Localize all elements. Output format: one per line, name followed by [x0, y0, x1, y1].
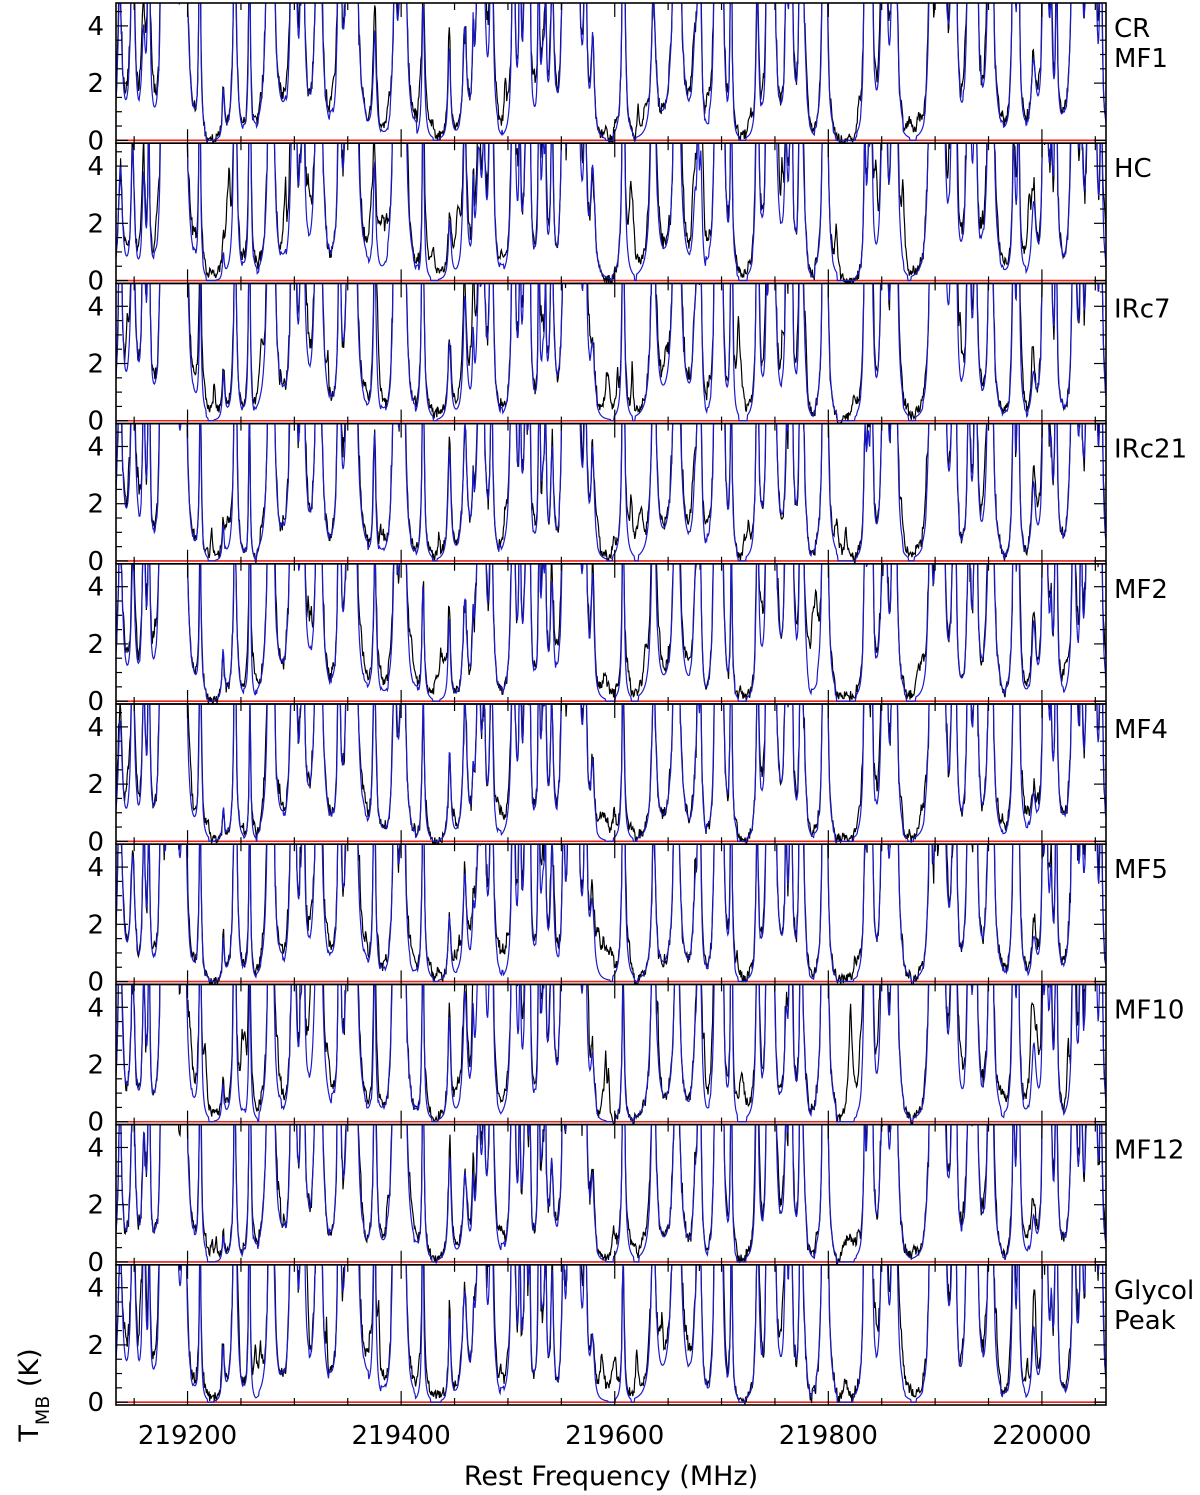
- panel-label: Glycol Peak: [1114, 1276, 1194, 1336]
- model-spectrum-line: [116, 984, 1106, 1123]
- panel-label: HC: [1114, 154, 1152, 184]
- y-tick-label: 4: [87, 573, 104, 603]
- panel-label: MF5: [1114, 855, 1168, 885]
- panel-label-line: MF2: [1114, 575, 1168, 605]
- spectrum-panel: 0 2 4 MF2: [87, 562, 1168, 717]
- y-axis-label-subscript: MB: [32, 1396, 54, 1425]
- panel-label: MF10: [1114, 995, 1184, 1025]
- y-tick-label: 0: [87, 827, 104, 857]
- panel-label-line: MF4: [1114, 715, 1168, 745]
- spectrum-panel: 0 2 4 Glycol Peak: [87, 1264, 1194, 1418]
- observed-spectrum-line: [116, 1264, 1106, 1405]
- observed-spectrum-line: [116, 3, 1106, 144]
- panel-label-line: IRc7: [1114, 294, 1171, 324]
- panel-label: MF4: [1114, 715, 1168, 745]
- y-tick-label: 4: [87, 1133, 104, 1163]
- y-tick-label: 2: [87, 1191, 104, 1221]
- model-spectrum-line: [116, 704, 1106, 842]
- y-tick-label: 0: [87, 267, 104, 297]
- y-tick-label: 4: [87, 12, 104, 42]
- spectrum-panel: 0 2 4 IRc7: [87, 282, 1171, 437]
- observed-spectrum-line: [116, 984, 1106, 1125]
- y-tick-label: 2: [87, 350, 104, 380]
- y-tick-label: 2: [87, 630, 104, 660]
- y-tick-label: 0: [87, 968, 104, 998]
- spectrum-panel: 0 2 4 MF10: [87, 983, 1184, 1138]
- panel-label-line: IRc21: [1114, 435, 1187, 465]
- observed-spectrum-line: [116, 844, 1106, 985]
- x-tick-label: 220000: [992, 1421, 1091, 1451]
- y-axis-label-main: T: [14, 1425, 45, 1443]
- model-spectrum-line: [116, 563, 1106, 702]
- model-spectrum-line: [116, 1264, 1106, 1403]
- x-tick-label: 219200: [138, 1421, 237, 1451]
- model-spectrum-line: [116, 423, 1106, 562]
- observed-spectrum-line: [116, 143, 1106, 284]
- panel-frame: [115, 1264, 1107, 1406]
- panel-label-line: Glycol: [1114, 1276, 1194, 1306]
- panel-label: IRc21: [1114, 435, 1187, 465]
- observed-spectrum-line: [116, 704, 1106, 845]
- y-tick-label: 4: [87, 432, 104, 462]
- model-spectrum-line: [116, 1124, 1106, 1263]
- spectrum-panel: 0 2 4 CR MF1: [87, 2, 1168, 156]
- y-tick-label: 2: [87, 1331, 104, 1361]
- model-spectrum-line: [116, 143, 1106, 282]
- panel-label-line: MF1: [1114, 44, 1168, 74]
- y-tick-label: 2: [87, 69, 104, 99]
- y-tick-label: 0: [87, 687, 104, 717]
- y-tick-label: 0: [87, 547, 104, 577]
- y-tick-label: 4: [87, 713, 104, 743]
- observed-spectrum-line: [116, 283, 1106, 424]
- y-tick-label: 4: [87, 993, 104, 1023]
- x-tick-label: 219600: [565, 1421, 664, 1451]
- model-spectrum-line: [116, 283, 1106, 422]
- y-axis-label-unit: (K): [14, 1348, 45, 1395]
- panel-label-line: MF5: [1114, 855, 1168, 885]
- panel-label-line: MF12: [1114, 1136, 1184, 1166]
- y-tick-label: 2: [87, 1051, 104, 1081]
- y-axis-label: TMB (K): [14, 1348, 54, 1442]
- x-tick-label: 219400: [352, 1421, 451, 1451]
- y-tick-label: 0: [87, 1108, 104, 1138]
- y-tick-label: 0: [87, 1248, 104, 1278]
- x-axis-label: Rest Frequency (MHz): [464, 1461, 758, 1492]
- y-tick-label: 4: [87, 1274, 104, 1304]
- observed-spectrum-line: [116, 563, 1106, 704]
- y-tick-label: 0: [87, 1388, 104, 1418]
- panel-label: MF2: [1114, 575, 1168, 605]
- y-tick-label: 2: [87, 490, 104, 520]
- y-tick-label: 2: [87, 910, 104, 940]
- panel-label-line: CR: [1114, 14, 1150, 44]
- y-tick-label: 0: [87, 126, 104, 156]
- y-tick-label: 0: [87, 407, 104, 437]
- spectrum-panel: 0 2 4 MF4: [87, 703, 1168, 857]
- y-tick-label: 4: [87, 853, 104, 883]
- spectrum-panel: 0 2 4 HC: [87, 142, 1152, 297]
- model-spectrum-line: [116, 844, 1106, 983]
- spectrum-panel: 0 2 4 IRc21: [87, 422, 1187, 577]
- y-tick-label: 2: [87, 209, 104, 239]
- x-tick-label: 219800: [779, 1421, 878, 1451]
- panel-label-line: HC: [1114, 154, 1152, 184]
- y-tick-label: 2: [87, 770, 104, 800]
- panel-label-line: Peak: [1114, 1306, 1176, 1336]
- y-tick-label: 4: [87, 152, 104, 182]
- y-tick-label: 4: [87, 292, 104, 322]
- panel-label-line: MF10: [1114, 995, 1184, 1025]
- panel-label: IRc7: [1114, 294, 1171, 324]
- spectrum-panel: 0 2 4 MF12: [87, 1123, 1184, 1278]
- spectrum-panel: 0 2 4 MF5: [87, 843, 1168, 998]
- panel-label: CR MF1: [1114, 14, 1168, 74]
- x-tick-labels: 219200 219400 219600 219800 220000: [138, 1421, 1092, 1451]
- model-spectrum-line: [116, 3, 1106, 141]
- panel-label: MF12: [1114, 1136, 1184, 1166]
